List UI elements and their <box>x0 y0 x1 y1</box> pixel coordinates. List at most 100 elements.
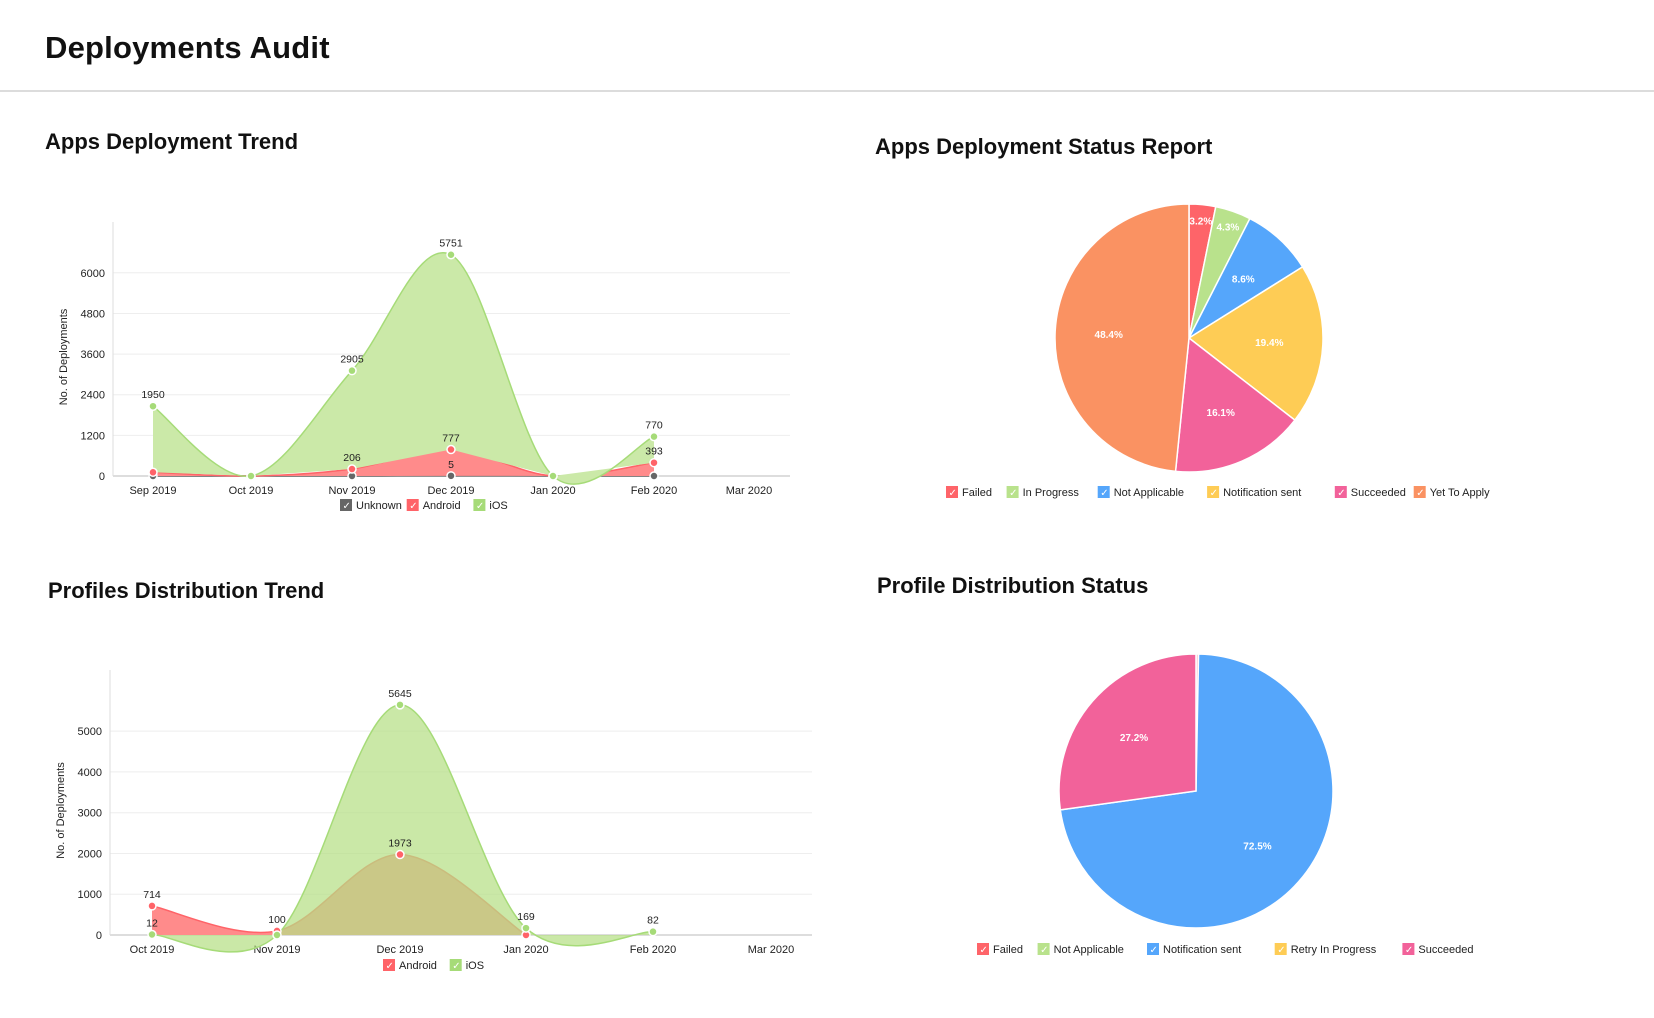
apps-status-title: Apps Deployment Status Report <box>875 134 1213 159</box>
legend-item-retry-in-progress[interactable]: ✓ Retry In Progress <box>1274 943 1377 956</box>
data-point-ios[interactable] <box>648 926 658 937</box>
x-tick-label: Mar 2020 <box>748 944 794 956</box>
x-tick-label: Dec 2019 <box>427 485 474 497</box>
legend-checkbox[interactable] <box>383 959 395 971</box>
legend-label: Failed <box>993 944 1023 956</box>
data-point-android[interactable] <box>347 464 357 474</box>
legend-checkbox[interactable] <box>1334 486 1347 498</box>
legend-checkbox[interactable] <box>1006 486 1019 498</box>
data-point-ios[interactable] <box>147 929 157 940</box>
x-tick-label: Nov 2019 <box>328 485 375 497</box>
x-tick-label: Jan 2020 <box>503 944 548 956</box>
data-label: 1950 <box>141 389 165 401</box>
pie-slice-succeeded[interactable] <box>1174 336 1296 473</box>
check-icon: ✓ <box>343 501 351 512</box>
legend-label: Succeeded <box>1418 944 1473 956</box>
legend-item-notification-sent[interactable]: ✓ Notification sent <box>1147 943 1241 956</box>
legend-item-failed[interactable]: ✓ Failed <box>946 486 992 499</box>
y-tick-label: 3600 <box>81 349 105 361</box>
legend-item-notification-sent[interactable]: ✓ Notification sent <box>1207 486 1301 499</box>
data-point-ios[interactable] <box>649 431 659 442</box>
legend-checkbox[interactable] <box>1402 943 1415 955</box>
y-tick-label: 1000 <box>78 889 102 901</box>
data-point-android[interactable] <box>148 467 158 478</box>
data-point-android[interactable] <box>446 444 456 455</box>
data-point-android[interactable] <box>147 901 157 911</box>
legend-item-yet-to-apply[interactable]: ✓ Yet To Apply <box>1413 486 1490 499</box>
pie-label: 8.6% <box>1232 275 1255 286</box>
data-label: 2905 <box>340 354 364 366</box>
legend-label: Android <box>399 960 437 972</box>
x-tick-label: Oct 2019 <box>130 944 175 956</box>
check-icon: ✓ <box>1277 945 1285 956</box>
pie-label: 3.2% <box>1189 217 1212 228</box>
check-icon: ✓ <box>1416 488 1424 499</box>
y-tick-label: 0 <box>96 930 102 942</box>
legend-item-unknown[interactable]: ✓ Unknown <box>340 499 402 512</box>
data-label: 770 <box>645 420 663 432</box>
legend-item-android[interactable]: ✓ Android <box>383 959 437 972</box>
data-point-unknown[interactable] <box>649 471 659 481</box>
legend-checkbox[interactable] <box>977 943 989 955</box>
legend-checkbox[interactable] <box>406 499 419 511</box>
data-point-ios[interactable] <box>548 471 558 481</box>
legend-item-succeeded[interactable]: ✓ Succeeded <box>1402 943 1473 956</box>
y-tick-label: 2000 <box>78 848 102 860</box>
pie-label: 48.4% <box>1095 330 1123 341</box>
legend-label: Notification sent <box>1163 944 1241 956</box>
data-point-ios[interactable] <box>246 471 256 481</box>
data-label: 5645 <box>388 688 412 700</box>
data-label: 169 <box>517 911 535 923</box>
legend-item-not-applicable[interactable]: ✓ Not Applicable <box>1037 943 1124 956</box>
legend-checkbox[interactable] <box>946 486 958 498</box>
legend-item-succeeded[interactable]: ✓ Succeeded <box>1334 486 1406 499</box>
pie-label: 16.1% <box>1207 408 1235 419</box>
data-point-ios[interactable] <box>148 401 158 411</box>
legend-item-ios[interactable]: ✓ iOS <box>473 499 508 512</box>
pie-slice-succeeded[interactable] <box>1058 653 1197 811</box>
legend-label: Not Applicable <box>1054 944 1124 956</box>
legend-item-failed[interactable]: ✓ Failed <box>977 943 1023 956</box>
y-tick-label: 0 <box>99 471 105 483</box>
y-axis-title: No. of Deployments <box>58 308 70 405</box>
pie-label: 19.4% <box>1255 338 1283 349</box>
data-point-ios[interactable] <box>272 930 282 940</box>
legend-item-android[interactable]: ✓ Android <box>406 499 461 512</box>
data-point-ios[interactable] <box>395 700 405 710</box>
legend-item-ios[interactable]: ✓ iOS <box>449 959 484 972</box>
pie-slice-yet-to-apply[interactable] <box>1054 203 1190 473</box>
area-ios <box>153 252 654 485</box>
data-point-ios[interactable] <box>347 365 357 376</box>
profiles-status-title: Profile Distribution Status <box>877 573 1149 598</box>
legend-checkbox[interactable] <box>449 959 462 971</box>
legend-checkbox[interactable] <box>1147 943 1159 955</box>
legend-label: Failed <box>962 487 992 499</box>
check-icon: ✓ <box>1405 945 1413 956</box>
legend-checkbox[interactable] <box>1097 486 1110 498</box>
legend-checkbox[interactable] <box>1207 486 1220 498</box>
data-label: 777 <box>442 433 460 445</box>
legend-item-not-applicable[interactable]: ✓ Not Applicable <box>1097 486 1184 499</box>
check-icon: ✓ <box>1337 488 1345 499</box>
data-point-ios[interactable] <box>446 249 456 260</box>
x-tick-label: Feb 2020 <box>630 944 676 956</box>
data-point-android[interactable] <box>649 457 659 468</box>
legend-checkbox[interactable] <box>473 499 486 511</box>
data-point-unknown[interactable] <box>446 471 456 481</box>
data-label: 100 <box>268 914 286 926</box>
check-icon: ✓ <box>949 488 957 499</box>
legend-checkbox[interactable] <box>1413 486 1426 498</box>
legend-checkbox[interactable] <box>1037 943 1050 955</box>
data-point-ios[interactable] <box>521 923 531 933</box>
legend-label: Not Applicable <box>1114 487 1184 499</box>
legend-checkbox[interactable] <box>1274 943 1287 955</box>
pie-slice-notification-sent[interactable] <box>1187 265 1324 422</box>
check-icon: ✓ <box>1210 488 1218 499</box>
apps-trend-title: Apps Deployment Trend <box>45 129 299 154</box>
legend-label: Succeeded <box>1351 487 1406 499</box>
data-point-android[interactable] <box>395 849 405 860</box>
legend-item-in-progress[interactable]: ✓ In Progress <box>1006 486 1080 499</box>
legend-checkbox[interactable] <box>340 499 352 511</box>
check-icon: ✓ <box>409 501 417 512</box>
